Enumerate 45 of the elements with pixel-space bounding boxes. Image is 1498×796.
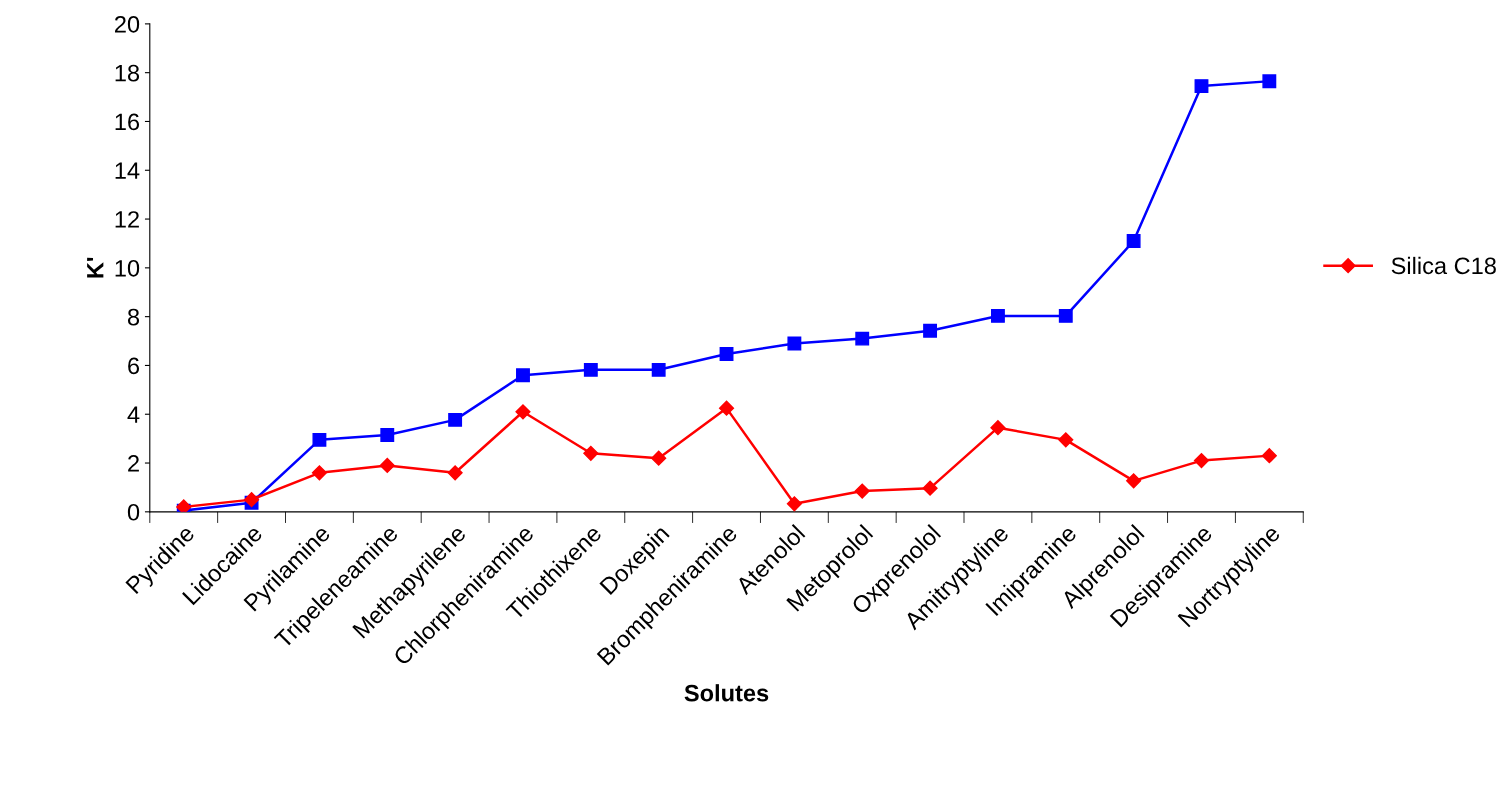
y-tick-label: 18 [115, 64, 140, 82]
point [515, 404, 531, 420]
point [990, 420, 1006, 436]
point [1194, 79, 1209, 94]
y-tick-label: 4 [127, 406, 140, 423]
point [583, 445, 599, 461]
point [1262, 74, 1277, 89]
point [176, 499, 192, 512]
point [786, 496, 802, 512]
y-axis-title: K' [87, 257, 104, 278]
point [1058, 308, 1073, 323]
y-tick-label: 12 [115, 211, 139, 228]
point [379, 457, 395, 474]
point [311, 465, 327, 481]
point [1193, 453, 1210, 469]
y-tick-label: 2 [128, 455, 139, 472]
y-tick-label: 6 [128, 357, 140, 375]
legend-label: Silica C18 [1391, 256, 1496, 275]
y-tick-label: 0 [127, 503, 140, 521]
point [923, 323, 938, 338]
y-tick-label: 14 [115, 162, 140, 179]
y-tick-label: 10 [115, 259, 140, 277]
point [854, 483, 870, 499]
point [651, 450, 667, 466]
point [1126, 473, 1142, 489]
point [922, 480, 938, 496]
point [583, 362, 598, 377]
y-tick-label: 8 [127, 308, 140, 326]
point [787, 336, 802, 351]
point [718, 400, 735, 416]
y-tick-label: 16 [115, 113, 140, 131]
point [651, 362, 666, 377]
point [855, 331, 870, 346]
point [1126, 234, 1141, 248]
point [719, 347, 734, 361]
point [312, 432, 327, 447]
point [380, 428, 395, 442]
point [448, 412, 463, 427]
point [1261, 448, 1277, 464]
x-axis-title: Solutes [684, 684, 769, 702]
point [990, 308, 1005, 323]
y-tick-label: 20 [115, 15, 140, 33]
point [1058, 432, 1074, 448]
point [447, 465, 463, 481]
point [516, 368, 530, 383]
